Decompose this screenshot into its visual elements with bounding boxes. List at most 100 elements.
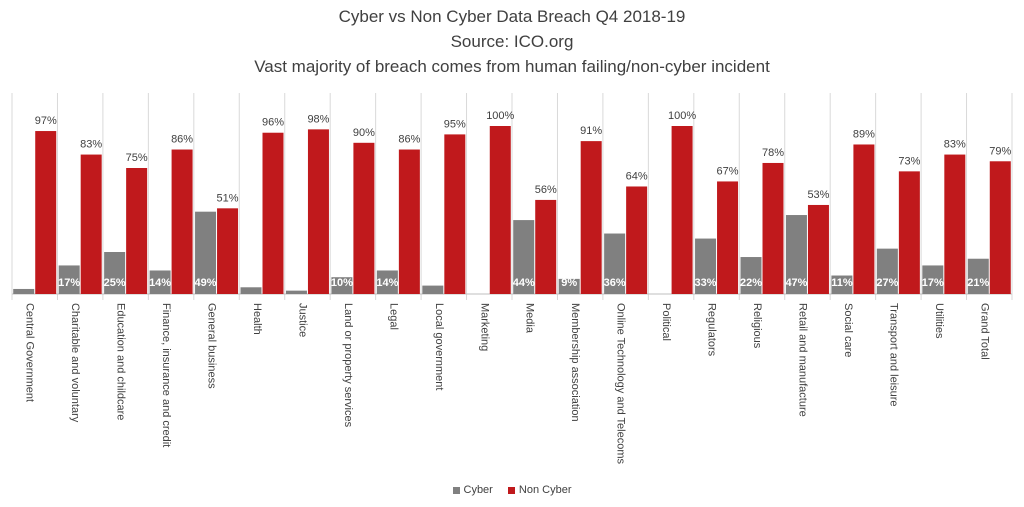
bar-non-cyber (35, 131, 57, 294)
bar-cyber (149, 270, 171, 294)
x-tick-label: Political (660, 303, 672, 341)
data-label-cyber: 36% (604, 277, 626, 289)
data-label-cyber: 21% (967, 277, 989, 289)
bar-non-cyber (171, 149, 193, 294)
x-tick-label: Legal (387, 303, 399, 330)
bar-non-cyber (80, 154, 102, 294)
legend-label-cyber: Cyber (463, 484, 493, 496)
x-tick-label: Membership association (569, 303, 581, 422)
x-tick-label: Marketing (478, 303, 490, 351)
x-tick-label: Central Government (24, 303, 36, 402)
bar-cyber (831, 275, 853, 294)
data-label-cyber: 9% (561, 277, 577, 289)
bar-cyber (331, 277, 353, 294)
chart-title: Cyber vs Non Cyber Data Breach Q4 2018-1… (338, 7, 686, 26)
data-label-non-cyber: 86% (171, 134, 193, 146)
data-label-cyber: 27% (876, 277, 898, 289)
bar-cyber (695, 238, 717, 294)
legend-swatch-non-cyber (507, 486, 515, 494)
data-label-cyber: 14% (376, 277, 398, 289)
chart-subtitle: Source: ICO.org (450, 32, 574, 51)
x-tick-label: Finance, insurance and credit (160, 303, 172, 447)
bar-cyber (876, 248, 898, 294)
data-label-non-cyber: 96% (262, 117, 284, 129)
bar-cyber (558, 278, 580, 294)
data-label-non-cyber: 97% (35, 115, 57, 127)
data-label-cyber: 44% (513, 277, 535, 289)
bar-cyber (13, 288, 35, 294)
data-label-cyber: 22% (740, 277, 762, 289)
x-tick-label: Grand Total (978, 303, 990, 360)
data-label-cyber: 11% (831, 277, 853, 289)
bar-non-cyber (717, 181, 739, 294)
bar-non-cyber (126, 168, 148, 294)
x-tick-label: Online Technology and Telecoms (615, 303, 627, 465)
data-label-non-cyber: 56% (535, 184, 557, 196)
bar-non-cyber (944, 154, 966, 294)
data-label-cyber: 17% (922, 277, 944, 289)
x-tick-label: Transport and leisure (887, 303, 899, 407)
data-label-cyber: 10% (331, 277, 353, 289)
bar-cyber (785, 215, 807, 294)
data-label-cyber: 17% (58, 277, 80, 289)
legend-item-cyber: Cyber (452, 484, 493, 496)
data-label-cyber: 33% (695, 277, 717, 289)
data-label-cyber: 14% (149, 277, 171, 289)
data-label-non-cyber: 64% (626, 170, 648, 182)
bar-cyber (922, 265, 944, 294)
bar-chart: 97% Central Government 83% 17% Charitable an… (11, 93, 1013, 465)
x-tick-label: Media (524, 303, 536, 334)
bar-non-cyber (580, 141, 602, 294)
x-tick-label: Land or property services (342, 303, 354, 428)
bar-cyber (285, 290, 307, 294)
bar-non-cyber (398, 149, 420, 294)
bar-non-cyber (762, 162, 784, 294)
bar-non-cyber (444, 134, 466, 294)
bar-cyber (740, 257, 762, 294)
data-label-non-cyber: 78% (762, 147, 784, 159)
data-label-non-cyber: 51% (217, 192, 239, 204)
data-label-cyber: 25% (104, 277, 126, 289)
bar-cyber (240, 287, 262, 294)
legend-label-non-cyber: Non Cyber (518, 484, 572, 496)
data-label-non-cyber: 79% (989, 145, 1011, 157)
bar-non-cyber (217, 208, 239, 294)
bar-non-cyber (307, 129, 329, 294)
data-label-non-cyber: 67% (717, 165, 739, 177)
data-label-non-cyber: 89% (853, 128, 875, 140)
x-tick-label: Religious (751, 303, 763, 349)
bar-cyber (967, 258, 989, 294)
x-tick-label: Charitable and voluntary (69, 303, 81, 423)
bar-cyber (513, 220, 535, 294)
bar-cyber (104, 252, 126, 294)
legend-swatch-cyber (452, 486, 460, 494)
bar-non-cyber (671, 126, 693, 294)
data-label-non-cyber: 100% (668, 110, 696, 122)
x-tick-label: Retail and manufacture (796, 303, 808, 417)
data-label-non-cyber: 53% (807, 189, 829, 201)
data-label-non-cyber: 86% (398, 134, 420, 146)
bar-cyber (195, 211, 217, 294)
bar-non-cyber (535, 199, 557, 294)
x-tick-label: Health (251, 303, 263, 335)
data-label-non-cyber: 91% (580, 125, 602, 137)
chart-subtitle-2: Vast majority of breach comes from human… (254, 57, 770, 76)
x-tick-label: Social care (842, 303, 854, 357)
bar-non-cyber (989, 161, 1011, 294)
bar-non-cyber (807, 204, 829, 294)
bar-cyber (604, 233, 626, 294)
bar-non-cyber (853, 144, 875, 294)
bar-non-cyber (353, 142, 375, 294)
bar-cyber (422, 285, 444, 294)
bar-cyber (376, 270, 398, 294)
data-label-non-cyber: 95% (444, 118, 466, 130)
data-label-non-cyber: 90% (353, 127, 375, 139)
data-label-non-cyber: 75% (126, 152, 148, 164)
x-tick-label: Education and childcare (115, 303, 127, 420)
data-label-non-cyber: 73% (898, 155, 920, 167)
data-label-non-cyber: 100% (486, 110, 514, 122)
bar-non-cyber (626, 186, 648, 294)
bar-non-cyber (898, 171, 920, 294)
x-tick-label: Utilities (933, 303, 945, 339)
